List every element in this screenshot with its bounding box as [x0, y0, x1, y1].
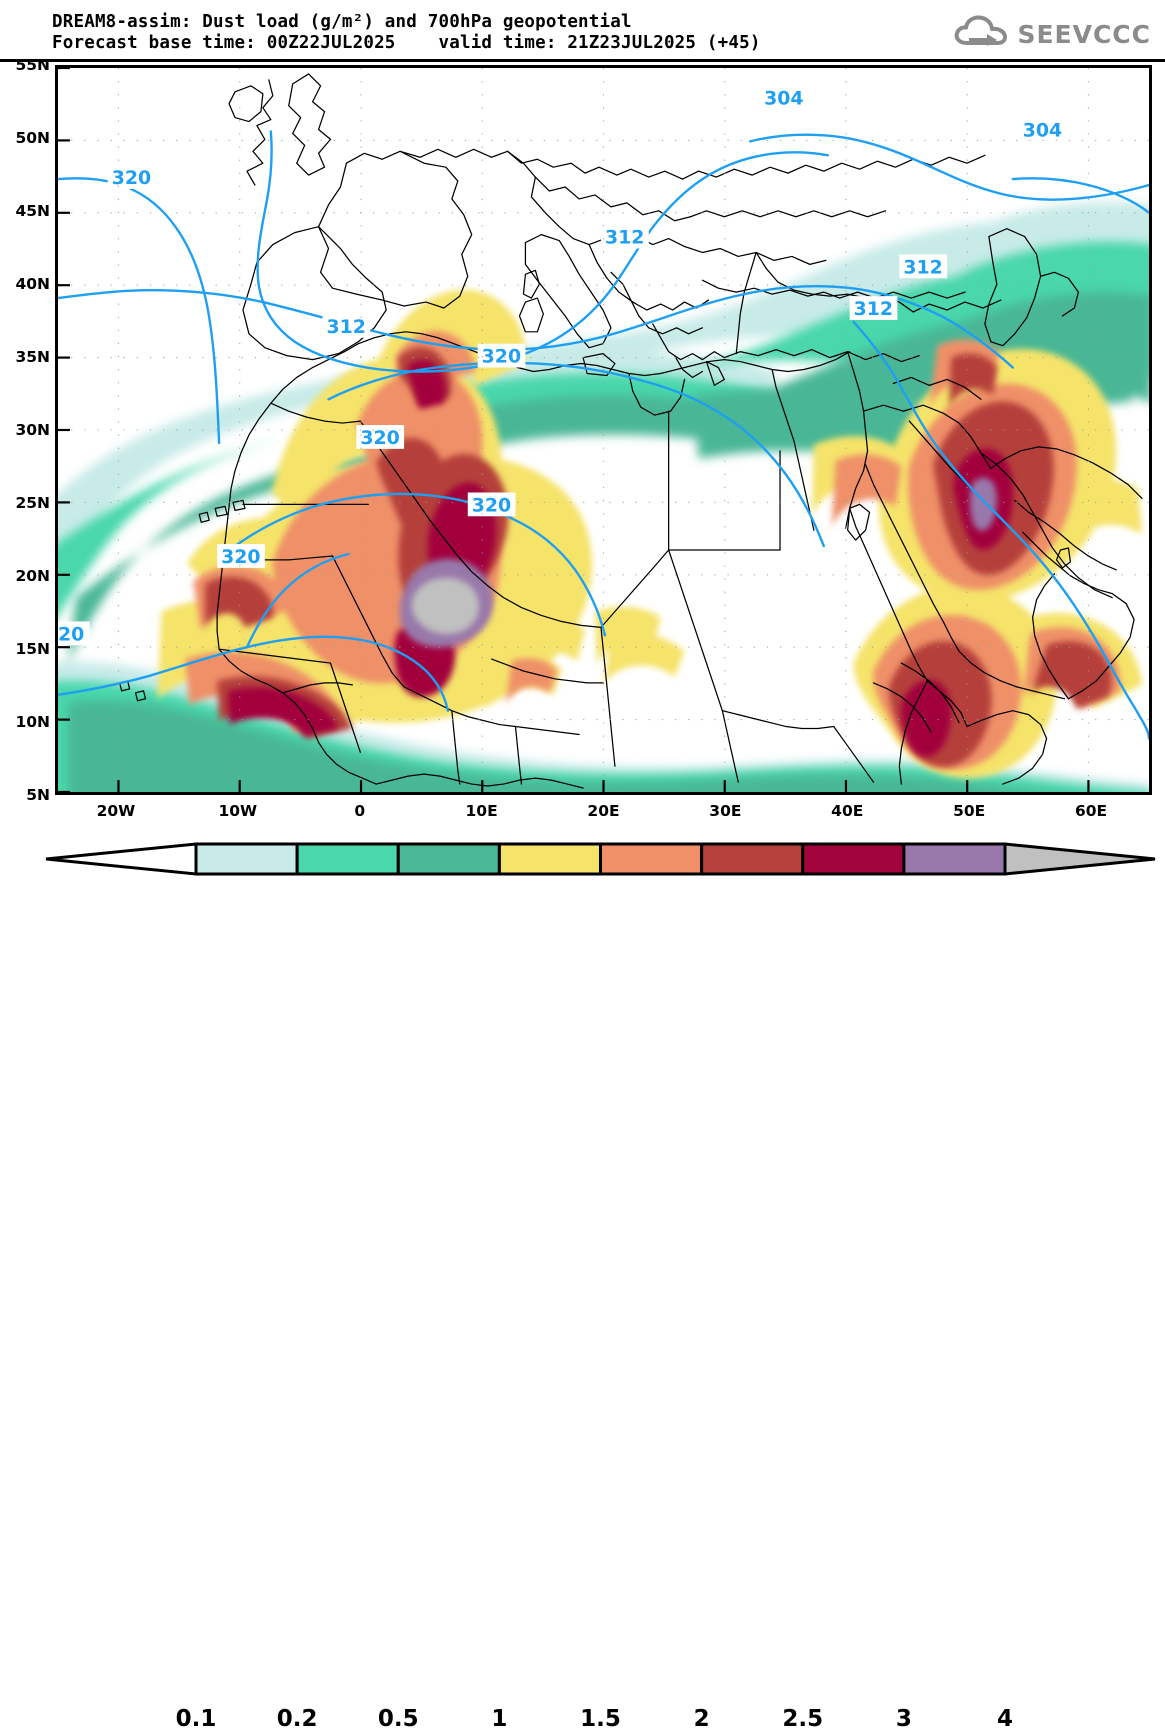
colorbar-tick-4: 4: [996, 1706, 1013, 1732]
y-axis-tick-5N: 5N: [26, 786, 50, 804]
colorbar-band-2-2.5: [700, 842, 805, 876]
colorbar-tick-1.5: 1.5: [580, 1706, 621, 1732]
colorbar-extend-low: [45, 842, 198, 876]
seevccc-logo: SEEVCCC: [953, 14, 1151, 54]
colorbar-swatches: [45, 842, 1156, 876]
y-axis-tick-50N: 50N: [15, 129, 50, 147]
colorbar-band-1.5-2: [599, 842, 704, 876]
svg-text:320: 320: [112, 167, 151, 189]
svg-text:304: 304: [1023, 119, 1062, 141]
axis-tick-marks: [58, 68, 1090, 792]
y-axis-tick-40N: 40N: [15, 275, 50, 293]
svg-text:312: 312: [605, 227, 644, 249]
x-axis-tick-40E: 40E: [831, 802, 864, 820]
y-axis-tick-20N: 20N: [15, 567, 50, 585]
svg-text:320: 320: [360, 427, 399, 449]
colorbar-tick-0.5: 0.5: [377, 1706, 419, 1732]
x-axis-tick-10E: 10E: [465, 802, 498, 820]
colorbar-tick-1: 1: [491, 1706, 508, 1732]
svg-text:312: 312: [327, 316, 366, 338]
colorbar-band-0.2-0.5: [295, 842, 400, 876]
y-axis-tick-55N: 55N: [15, 56, 50, 74]
y-axis-labels: 5N 10N 15N 20N 25N 30N 35N 40N 45N 50N 55N: [0, 0, 50, 907]
colorbar-band-1-1.5: [497, 842, 602, 876]
header-divider: [0, 59, 1165, 62]
y-axis-tick-10N: 10N: [15, 713, 50, 731]
y-axis-tick-30N: 30N: [15, 421, 50, 439]
contour-labels: 320 304 304 312 312 312 312 320: [58, 85, 1067, 645]
colorbar-tick-2.5: 2.5: [782, 1706, 824, 1732]
colorbar-band-0.1-0.2: [194, 842, 299, 876]
svg-text:20: 20: [58, 623, 84, 645]
svg-text:304: 304: [764, 88, 803, 110]
x-axis-tick-20W: 20W: [96, 802, 136, 820]
y-axis-tick-45N: 45N: [15, 202, 50, 220]
svg-text:312: 312: [854, 298, 893, 320]
svg-text:320: 320: [221, 546, 260, 568]
x-axis-tick-10W: 10W: [218, 802, 258, 820]
chart-title: DREAM8-assim: Dust load (g/m²) and 700hP…: [52, 12, 632, 32]
colorbar-tick-2: 2: [693, 1706, 710, 1732]
x-axis-tick-0: 0: [354, 802, 366, 820]
colorbar: 0.1 0.2 0.5 1 1.5 2 2.5 3 4: [0, 840, 1165, 1732]
colorbar-band-2.5-3: [801, 842, 906, 876]
colorbar-tick-3: 3: [895, 1706, 912, 1732]
x-axis-labels: 20W 10W 0 10E 20E 30E 40E 50E 60E: [0, 802, 1165, 828]
y-axis-tick-15N: 15N: [15, 640, 50, 658]
colorbar-band-0.5-1: [396, 842, 501, 876]
geopotential-contours: [58, 130, 1149, 740]
x-axis-tick-20E: 20E: [587, 802, 620, 820]
chart-header: DREAM8-assim: Dust load (g/m²) and 700hP…: [0, 0, 1165, 62]
x-axis-tick-30E: 30E: [709, 802, 742, 820]
dust-band-above-4: [411, 577, 479, 635]
coastlines-and-borders: [119, 73, 1143, 789]
x-axis-tick-60E: 60E: [1074, 802, 1108, 820]
colorbar-extend-high: [1003, 842, 1156, 876]
colorbar-tick-0.1: 0.1: [175, 1706, 217, 1732]
svg-text:320: 320: [482, 346, 521, 368]
svg-text:320: 320: [472, 494, 511, 516]
map-canvas: 320 304 304 312 312 312 312 320: [58, 68, 1149, 792]
y-axis-tick-25N: 25N: [15, 494, 50, 512]
logo-text: SEEVCCC: [1017, 19, 1151, 49]
x-axis-tick-50E: 50E: [953, 802, 986, 820]
y-axis-tick-35N: 35N: [15, 348, 50, 366]
colorbar-band-3-4: [902, 842, 1007, 876]
svg-text:312: 312: [903, 256, 942, 278]
chart-subtitle: Forecast base time: 00Z22JUL2025 valid t…: [52, 33, 761, 53]
lat-lon-gridlines: [58, 68, 1149, 792]
cloud-arrow-icon: [953, 15, 1009, 53]
map-plot-area: 320 304 304 312 312 312 312 320: [55, 65, 1152, 795]
colorbar-tick-0.2: 0.2: [276, 1706, 318, 1732]
